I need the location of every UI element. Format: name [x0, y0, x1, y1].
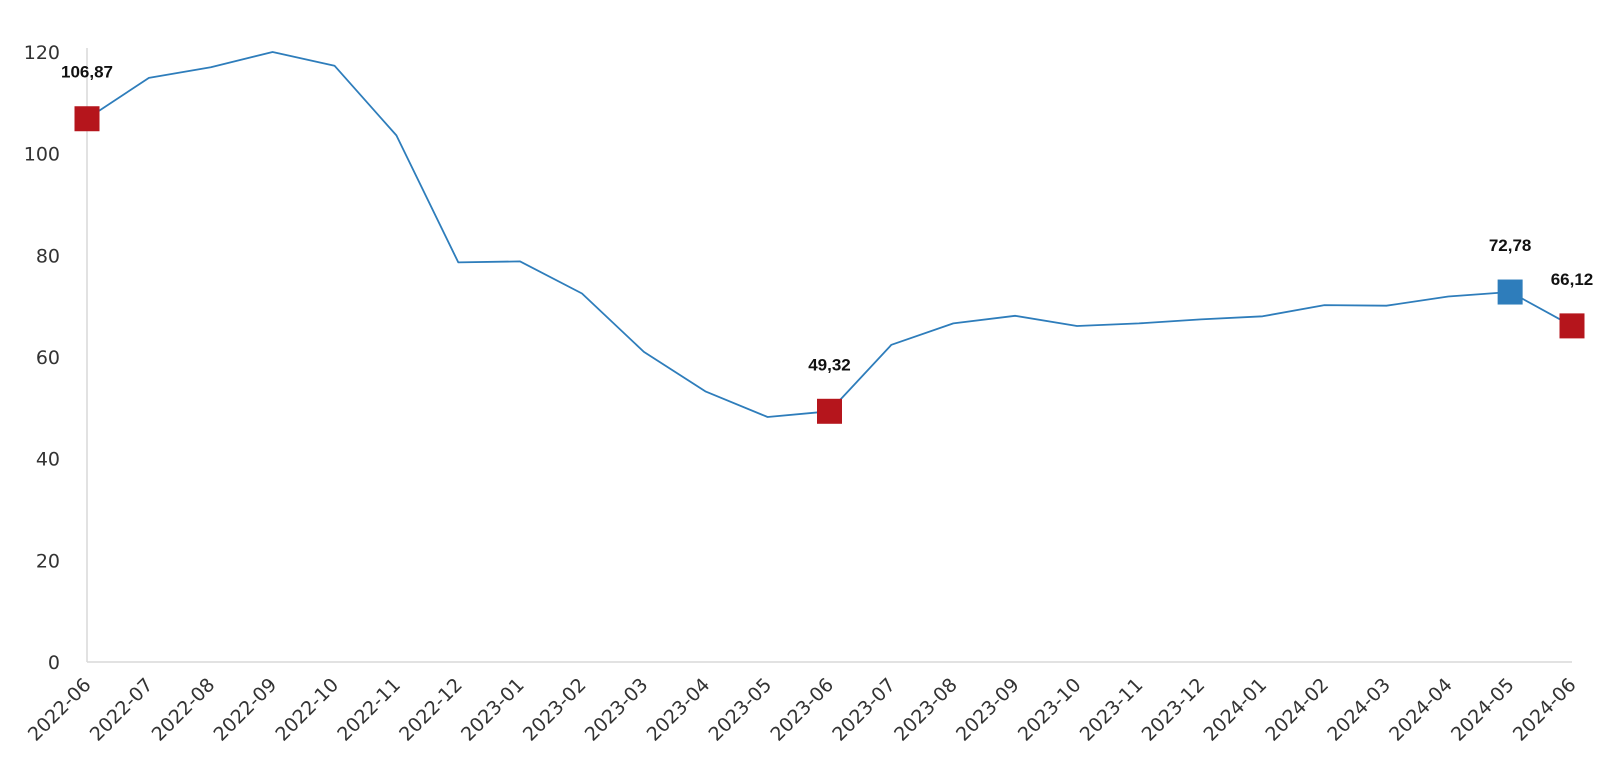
- x-tick-label: 2023-11: [1076, 674, 1148, 746]
- data-point-marker: [74, 106, 100, 132]
- y-tick-label: 20: [36, 550, 60, 572]
- x-tick-label: 2023-08: [890, 674, 962, 746]
- x-tick-label: 2022-06: [24, 674, 96, 746]
- y-axis: 0 20 40 60 80 100 120: [24, 42, 88, 674]
- y-tick-label: 40: [36, 449, 60, 471]
- x-tick-label: 2023-02: [519, 674, 591, 746]
- data-label: 106,87: [61, 63, 113, 82]
- x-tick-label: 2023-12: [1138, 674, 1210, 746]
- x-tick-label: 2022-10: [271, 674, 343, 746]
- x-tick-label: 2022-07: [86, 674, 158, 746]
- data-point-marker: [1497, 279, 1523, 305]
- x-tick-label: 2022-08: [148, 674, 220, 746]
- x-axis: 2022-062022-072022-082022-092022-102022-…: [24, 661, 1581, 746]
- y-tick-label: 60: [36, 347, 60, 369]
- x-tick-label: 2024-02: [1261, 674, 1333, 746]
- x-tick-label: 2022-11: [333, 674, 405, 746]
- data-label: 72,78: [1489, 236, 1532, 255]
- data-label: 49,32: [808, 355, 851, 374]
- x-tick-label: 2024-05: [1447, 674, 1519, 746]
- data-point-marker: [1559, 313, 1585, 339]
- x-tick-label: 2022-09: [209, 674, 281, 746]
- x-tick-label: 2022-12: [395, 674, 467, 746]
- y-tick-label: 80: [36, 245, 60, 267]
- data-point-marker: [817, 398, 842, 424]
- x-tick-label: 2023-07: [828, 674, 900, 746]
- data-label: 66,12: [1551, 270, 1594, 289]
- x-tick-label: 2024-04: [1385, 674, 1457, 746]
- x-tick-label: 2023-04: [643, 674, 715, 746]
- x-tick-label: 2023-06: [766, 674, 838, 746]
- x-tick-label: 2023-10: [1014, 674, 1086, 746]
- x-tick-label: 2023-03: [581, 674, 653, 746]
- labels-group: 106,87 49,32 72,78 66,12: [61, 63, 1593, 375]
- x-tick-label: 2024-06: [1509, 674, 1581, 746]
- y-tick-label: 0: [48, 652, 60, 674]
- x-tick-label: 2023-05: [704, 674, 776, 746]
- y-tick-label: 100: [24, 144, 60, 166]
- x-tick-label: 2024-03: [1323, 674, 1395, 746]
- x-tick-label: 2024-01: [1199, 674, 1271, 746]
- x-tick-label: 2023-01: [457, 674, 529, 746]
- x-tick-label: 2023-09: [952, 674, 1024, 746]
- y-tick-label: 120: [24, 42, 60, 64]
- markers-group: [74, 106, 1585, 424]
